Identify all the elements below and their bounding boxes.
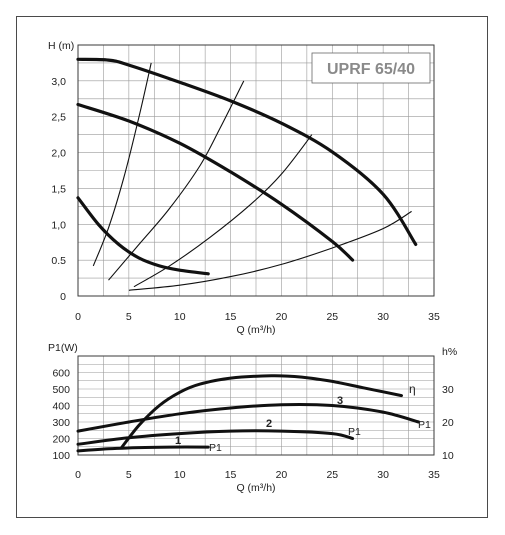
series-number-label: 2 xyxy=(266,418,272,430)
y-right-tick-label: 10 xyxy=(442,450,454,462)
efficiency-label: η xyxy=(409,382,416,396)
y-left-tick-label: 300 xyxy=(52,417,70,429)
y-left-tick-label: 100 xyxy=(52,450,70,462)
power-curve-1 xyxy=(76,445,210,453)
x-tick-label: 35 xyxy=(428,311,440,323)
power-efficiency-chart: 0 5 10 15 20 25 30 35 100 200 300 400 500 600 10 20 30 P1… xyxy=(48,342,457,494)
x-tick-label: 20 xyxy=(276,469,288,481)
x-tick-label: 15 xyxy=(225,469,237,481)
y-tick-label: 0 xyxy=(60,291,66,303)
x-tick-label: 30 xyxy=(377,469,389,481)
x-tick-label: 15 xyxy=(225,311,237,323)
series-number-label: 3 xyxy=(337,395,343,407)
series-number-label: 1 xyxy=(175,435,181,447)
y-tick-label: 3,0 xyxy=(51,76,66,88)
series-p1-label: P1 xyxy=(418,419,431,431)
x-tick-label: 25 xyxy=(326,469,338,481)
x-tick-label: 35 xyxy=(428,469,440,481)
head-flow-chart: UPRF 65/40 0 5 10 15 20 25 30 35 0 0.5 1,0 1,5 2,0 2,5… xyxy=(48,40,440,336)
chart-frame xyxy=(16,16,488,518)
efficiency-curve xyxy=(120,374,403,449)
power-curve-3 xyxy=(76,402,421,433)
title-box xyxy=(311,52,431,84)
y-tick-label: 2,0 xyxy=(51,148,66,160)
y-right-tick-label: 20 xyxy=(442,417,454,429)
y-tick-label: 1,0 xyxy=(51,219,66,231)
series-p1-label: P1 xyxy=(209,442,222,454)
system-curve xyxy=(92,62,152,267)
series-p1-label: P1 xyxy=(348,426,361,438)
chart-title: UPRF 65/40 xyxy=(327,61,415,78)
pump-curve xyxy=(76,102,355,262)
plot-area-border xyxy=(77,355,435,456)
system-curve xyxy=(108,80,245,281)
x-tick-label: 25 xyxy=(326,311,338,323)
y-right-axis-label: h% xyxy=(442,346,457,358)
y-right-tick-label: 30 xyxy=(442,384,454,396)
y-tick-label: 2,5 xyxy=(51,112,66,124)
system-curve xyxy=(128,210,412,291)
y-left-tick-label: 500 xyxy=(52,384,70,396)
pump-curve xyxy=(76,196,210,276)
x-axis-label: Q (m³/h) xyxy=(236,324,275,336)
y-tick-label: 1,5 xyxy=(51,183,66,195)
pump-curve xyxy=(76,57,418,246)
y-left-axis-label: P1(W) xyxy=(48,342,78,354)
x-tick-label: 0 xyxy=(75,311,81,323)
x-tick-label: 20 xyxy=(276,311,288,323)
x-axis-label: Q (m³/h) xyxy=(236,482,275,494)
x-tick-label: 5 xyxy=(126,311,132,323)
x-tick-label: 10 xyxy=(174,469,186,481)
y-tick-label: 0.5 xyxy=(51,255,66,267)
y-left-tick-label: 600 xyxy=(52,368,70,380)
plot-area-border xyxy=(77,44,435,297)
x-tick-label: 10 xyxy=(174,311,186,323)
y-left-tick-label: 200 xyxy=(52,434,70,446)
x-tick-label: 30 xyxy=(377,311,389,323)
x-tick-label: 5 xyxy=(126,469,132,481)
y-left-tick-label: 400 xyxy=(52,401,70,413)
x-tick-label: 0 xyxy=(75,469,81,481)
y-axis-label: H (m) xyxy=(48,40,74,52)
